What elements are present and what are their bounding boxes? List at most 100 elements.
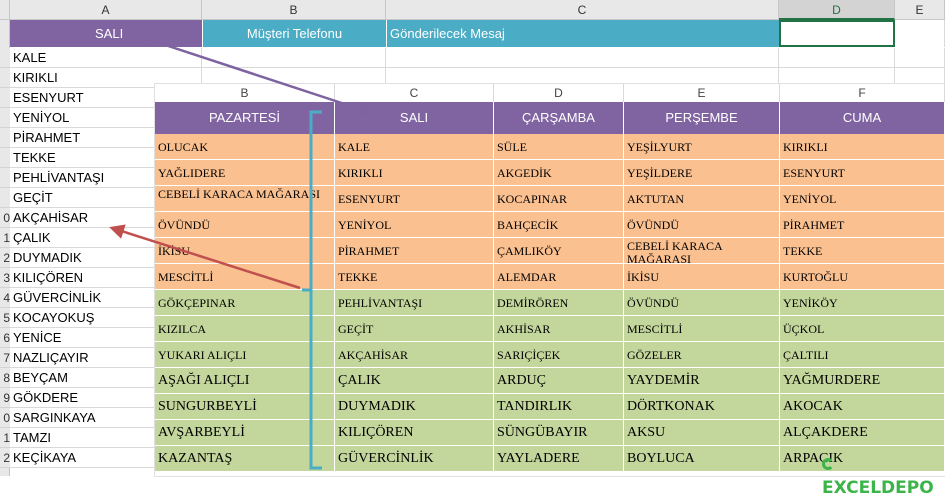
empty-cell[interactable]	[386, 48, 779, 68]
row-number[interactable]: 5	[0, 308, 10, 328]
table-cell: AŞAĞI ALIÇLI	[155, 368, 335, 394]
table-cell: ARDUÇ	[494, 368, 624, 394]
front-column-header-b: B	[155, 84, 335, 102]
row-number[interactable]: 9	[0, 388, 10, 408]
table-cell: DEMİRÖREN	[494, 290, 624, 316]
column-header-a[interactable]: A	[10, 0, 202, 20]
table-cell: ESENYURT	[780, 160, 945, 186]
table-cell: AKSU	[624, 420, 780, 446]
table-cell: PİRAHMET	[335, 238, 494, 264]
table-cell: PEHLİVANTAŞI	[335, 290, 494, 316]
table-cell: MESCİTLİ	[155, 264, 335, 290]
header-carsamba: ÇARŞAMBA	[494, 102, 624, 134]
header-cuma: CUMA	[780, 102, 945, 134]
table-cell: YAĞMURDERE	[780, 368, 945, 394]
row-number[interactable]: 1	[0, 428, 10, 448]
table-cell: ÖVÜNDÜ	[624, 212, 780, 238]
row-number[interactable]: 1	[0, 228, 10, 248]
row-number[interactable]	[0, 88, 10, 108]
table-cell: KIRIKLI	[780, 134, 945, 160]
table-cell: ÜÇKOL	[780, 316, 945, 342]
table-cell: SUNGURBEYLİ	[155, 394, 335, 420]
column-header-c[interactable]: C	[386, 0, 779, 20]
table-cell: KIZILCA	[155, 316, 335, 342]
table-cell: SÜLE	[494, 134, 624, 160]
table-cell: YAYDEMİR	[624, 368, 780, 394]
row-number[interactable]: 6	[0, 328, 10, 348]
table-cell: AKÇAHİSAR	[335, 342, 494, 368]
column-a-cell[interactable]: KIRIKLI	[10, 68, 202, 88]
table-cell: YEŞİLDERE	[624, 160, 780, 186]
table-cell: YENİYOL	[335, 212, 494, 238]
row-number[interactable]	[0, 128, 10, 148]
table-cell: ALÇAKDERE	[780, 420, 945, 446]
table-cell: YUKARI ALIÇLI	[155, 342, 335, 368]
table-cell: ÇALTILI	[780, 342, 945, 368]
column-header-b[interactable]: B	[202, 0, 386, 20]
table-cell: KILIÇÖREN	[335, 420, 494, 446]
table-cell: KURTOĞLU	[780, 264, 945, 290]
table-cell: AKGEDİK	[494, 160, 624, 186]
row-number[interactable]	[0, 148, 10, 168]
row-number[interactable]	[0, 108, 10, 128]
purple-arrow	[137, 34, 375, 117]
table-cell: YENİYOL	[780, 186, 945, 212]
column-header-d[interactable]: D	[779, 0, 895, 20]
table-cell: BOYLUCA	[624, 446, 780, 472]
empty-cell[interactable]	[202, 48, 386, 68]
table-cell: GÜVERCİNLİK	[335, 446, 494, 472]
logo-text: EXCELDEPO	[822, 478, 934, 498]
table-cell: ÇALIK	[335, 368, 494, 394]
row-number[interactable]	[0, 48, 10, 68]
table-cell: AKOCAK	[780, 394, 945, 420]
table-cell: YAYLADERE	[494, 446, 624, 472]
table-cell: AKHİSAR	[494, 316, 624, 342]
table-cell: BAHÇECİK	[494, 212, 624, 238]
selected-cell-d[interactable]	[779, 20, 895, 47]
table-cell: TEKKE	[780, 238, 945, 264]
table-cell: GEÇİT	[335, 316, 494, 342]
header-cell-gonderilecek-mesaj[interactable]: Gönderilecek Mesaj	[386, 20, 779, 47]
row-number[interactable]: 0	[0, 208, 10, 228]
table-cell: YAĞLIDERE	[155, 160, 335, 186]
blue-bracket	[302, 110, 322, 470]
table-cell: YEŞİLYURT	[624, 134, 780, 160]
table-cell: ÖVÜNDÜ	[624, 290, 780, 316]
table-cell: TEKKE	[335, 264, 494, 290]
row-number[interactable]	[0, 188, 10, 208]
table-cell: KIRIKLI	[335, 160, 494, 186]
row-number[interactable]: 0	[0, 408, 10, 428]
logo-ring-icon	[822, 458, 834, 470]
exceldepo-logo: EXCELDEPO	[822, 452, 945, 498]
row-number[interactable]: 2	[0, 248, 10, 268]
table-cell: ÖVÜNDÜ	[155, 212, 335, 238]
table-cell: GÖZELER	[624, 342, 780, 368]
table-cell: DÖRTKONAK	[624, 394, 780, 420]
table-cell: KAZANTAŞ	[155, 446, 335, 472]
table-cell: KOCAPINAR	[494, 186, 624, 212]
table-cell: ALEMDAR	[494, 264, 624, 290]
row-number[interactable]: 2	[0, 448, 10, 468]
table-cell: KALE	[335, 134, 494, 160]
row-number[interactable]: 4	[0, 288, 10, 308]
empty-cell[interactable]	[779, 48, 895, 68]
row-number[interactable]	[0, 168, 10, 188]
select-all-corner[interactable]	[0, 0, 10, 20]
table-cell: CEBELİ KARACA MAĞARASI	[155, 186, 335, 212]
header-cell-sali[interactable]: SALI	[10, 20, 202, 47]
table-cell: ÇAMLIKÖY	[494, 238, 624, 264]
table-cell: GÖKÇEPINAR	[155, 290, 335, 316]
header-cell-musteri-telefonu[interactable]: Müşteri Telefonu	[202, 20, 386, 47]
table-cell: ESENYURT	[335, 186, 494, 212]
header-persembe: PERŞEMBE	[624, 102, 780, 134]
table-cell: İKİSU	[624, 264, 780, 290]
front-column-header-e: E	[624, 84, 780, 102]
row-number[interactable]: 7	[0, 348, 10, 368]
annotation-overlay	[109, 34, 375, 470]
table-cell: YENİKÖY	[780, 290, 945, 316]
front-column-header-c: C	[335, 84, 494, 102]
row-number[interactable]: 8	[0, 368, 10, 388]
row-number[interactable]: 3	[0, 268, 10, 288]
row-number[interactable]	[0, 68, 10, 88]
table-cell: SARIÇİÇEK	[494, 342, 624, 368]
